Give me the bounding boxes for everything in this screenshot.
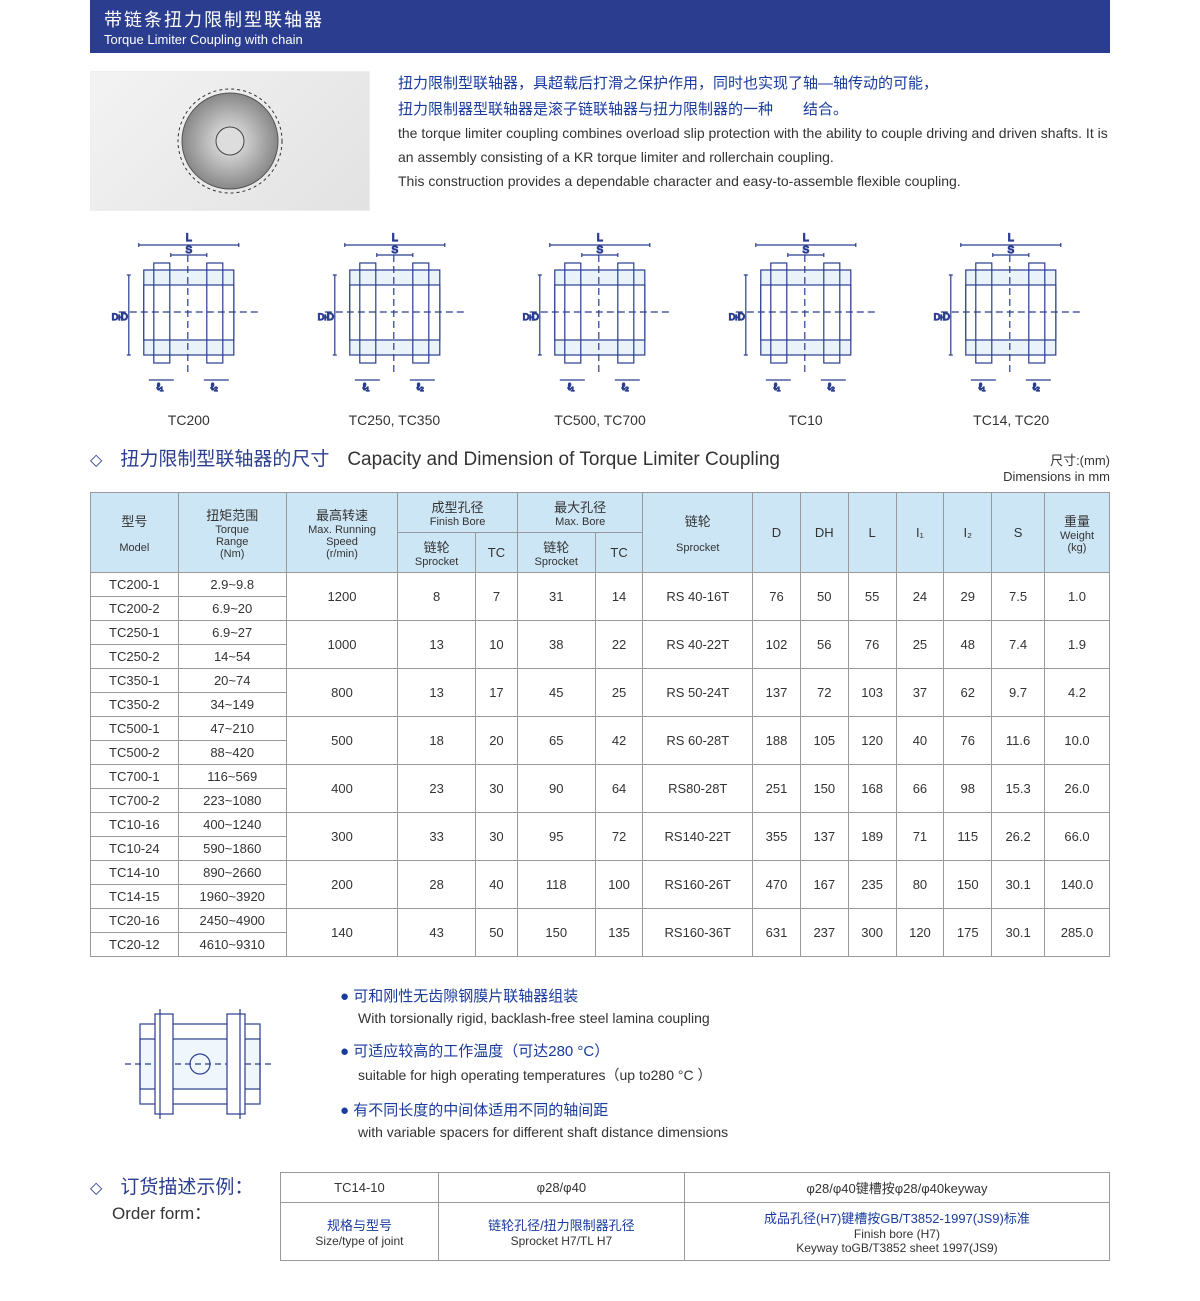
order-table: TC14-10φ28/φ40φ28/φ40键槽按φ28/φ40keyway 规格… bbox=[280, 1172, 1110, 1261]
diamond-icon: ◇ bbox=[90, 450, 102, 470]
diagram-label: TC200 bbox=[90, 412, 288, 428]
order-title-en: Order form： bbox=[90, 1199, 270, 1224]
diagram-label: TC250, TC350 bbox=[296, 412, 494, 428]
svg-text:L: L bbox=[597, 232, 603, 244]
feature-cn: 可适应较高的工作温度（可达280 °C） bbox=[340, 1040, 1110, 1061]
svg-text:Dʜ: Dʜ bbox=[523, 312, 534, 322]
svg-text:Dʜ: Dʜ bbox=[729, 312, 740, 322]
feature-en: With torsionally rigid, backlash-free st… bbox=[358, 1010, 1110, 1026]
svg-text:S: S bbox=[185, 245, 192, 256]
diagrams-row: L S D ℓ₁ℓ₂ Dʜ TC200 L S D ℓ₁ℓ₂ Dʜ TC250,… bbox=[90, 225, 1110, 428]
order-title-cn: 订货描述示例： bbox=[120, 1172, 253, 1199]
diagram-label: TC14, TC20 bbox=[912, 412, 1110, 428]
features-list: 可和刚性无齿隙钢膜片联轴器组装 With torsionally rigid, … bbox=[340, 979, 1110, 1154]
svg-text:ℓ₂: ℓ₂ bbox=[622, 382, 629, 393]
order-cell: φ28/φ40键槽按φ28/φ40keyway bbox=[684, 1173, 1109, 1203]
svg-text:Dʜ: Dʜ bbox=[317, 312, 328, 322]
dimension-table: 型号Model 扭矩范围TorqueRange(Nm) 最高转速Max. Run… bbox=[90, 492, 1110, 957]
svg-text:S: S bbox=[802, 245, 809, 256]
diagram-cell: L S D ℓ₁ℓ₂ Dʜ TC200 bbox=[90, 225, 288, 428]
svg-text:L: L bbox=[1008, 232, 1014, 244]
svg-text:ℓ₂: ℓ₂ bbox=[1033, 382, 1040, 393]
table-row: TC10-16400~1240 3003330 9572RS140-22T 35… bbox=[91, 813, 1110, 837]
diamond-icon: ◇ bbox=[90, 1178, 102, 1198]
svg-text:S: S bbox=[1008, 245, 1015, 256]
header-title-en: Torque Limiter Coupling with chain bbox=[104, 32, 1096, 47]
intro-text: 扭力限制型联轴器，具超载后打滑之保护作用，同时也实现了轴—轴传动的可能， 扭力限… bbox=[398, 71, 1110, 211]
order-cell: 成品孔径(H7)键槽按GB/T3852-1997(JS9)标准Finish bo… bbox=[684, 1203, 1109, 1261]
feature-cn: 有不同长度的中间体适用不同的轴间距 bbox=[340, 1099, 1110, 1120]
svg-text:Dʜ: Dʜ bbox=[112, 312, 123, 322]
svg-text:S: S bbox=[597, 245, 604, 256]
svg-text:ℓ₁: ℓ₁ bbox=[568, 382, 575, 393]
feature-en: with variable spacers for different shaf… bbox=[358, 1124, 1110, 1140]
svg-text:Dʜ: Dʜ bbox=[934, 312, 945, 322]
svg-text:ℓ₂: ℓ₂ bbox=[828, 382, 835, 393]
feature-diagram bbox=[90, 979, 310, 1149]
diagram-cell: L S D ℓ₁ℓ₂ Dʜ TC14, TC20 bbox=[912, 225, 1110, 428]
svg-text:L: L bbox=[186, 232, 192, 244]
diagram-cell: L S D ℓ₁ℓ₂ Dʜ TC250, TC350 bbox=[296, 225, 494, 428]
section1-title-cn: 扭力限制型联轴器的尺寸 bbox=[120, 444, 329, 471]
table-row: TC250-16.9~27 10001310 3822RS 40-22T 102… bbox=[91, 621, 1110, 645]
intro-cn-2: 扭力限制器型联轴器是滚子链联轴器与扭力限制器的一种 结合。 bbox=[398, 97, 1110, 123]
svg-text:ℓ₁: ℓ₁ bbox=[157, 382, 164, 393]
svg-text:ℓ₂: ℓ₂ bbox=[211, 382, 218, 393]
order-cell: φ28/φ40 bbox=[438, 1173, 684, 1203]
table-row: TC20-162450~4900 1404350 150135RS160-36T… bbox=[91, 909, 1110, 933]
diagram-label: TC500, TC700 bbox=[501, 412, 699, 428]
diagram-cell: L S D ℓ₁ℓ₂ Dʜ TC500, TC700 bbox=[501, 225, 699, 428]
diagram-label: TC10 bbox=[707, 412, 905, 428]
svg-text:L: L bbox=[391, 232, 397, 244]
section1-title-en: Capacity and Dimension of Torque Limiter… bbox=[347, 449, 780, 471]
table-row: TC14-10890~2660 2002840 118100RS160-26T … bbox=[91, 861, 1110, 885]
svg-text:ℓ₁: ℓ₁ bbox=[774, 382, 781, 393]
header-title-cn: 带链条扭力限制型联轴器 bbox=[104, 6, 1096, 32]
feature-en: suitable for high operating temperatures… bbox=[358, 1065, 1110, 1085]
page-header: 带链条扭力限制型联轴器 Torque Limiter Coupling with… bbox=[90, 0, 1110, 53]
product-photo bbox=[90, 71, 370, 211]
intro-en-2: This construction provides a dependable … bbox=[398, 170, 1110, 194]
svg-text:ℓ₁: ℓ₁ bbox=[979, 382, 986, 393]
table-row: TC350-120~74 8001317 4525RS 50-24T 13772… bbox=[91, 669, 1110, 693]
order-cell: 规格与型号Size/type of joint bbox=[281, 1203, 439, 1261]
svg-text:ℓ₁: ℓ₁ bbox=[362, 382, 369, 393]
intro-en-1: the torque limiter coupling combines ove… bbox=[398, 122, 1110, 170]
svg-text:ℓ₂: ℓ₂ bbox=[416, 382, 423, 393]
svg-text:L: L bbox=[803, 232, 809, 244]
table-row: TC700-1116~569 4002330 9064RS80-28T 2511… bbox=[91, 765, 1110, 789]
dimension-note: 尺寸:(mm) Dimensions in mm bbox=[1003, 450, 1110, 484]
order-cell: 链轮孔径/扭力限制器孔径Sprocket H7/TL H7 bbox=[438, 1203, 684, 1261]
intro-cn-1: 扭力限制型联轴器，具超载后打滑之保护作用，同时也实现了轴—轴传动的可能， bbox=[398, 71, 1110, 97]
order-cell: TC14-10 bbox=[281, 1173, 439, 1203]
table-row: TC200-12.9~9.8 120087 3114RS 40-16T 7650… bbox=[91, 573, 1110, 597]
svg-text:S: S bbox=[391, 245, 398, 256]
table-row: TC500-147~210 5001820 6542RS 60-28T 1881… bbox=[91, 717, 1110, 741]
diagram-cell: L S D ℓ₁ℓ₂ Dʜ TC10 bbox=[707, 225, 905, 428]
feature-cn: 可和刚性无齿隙钢膜片联轴器组装 bbox=[340, 985, 1110, 1006]
